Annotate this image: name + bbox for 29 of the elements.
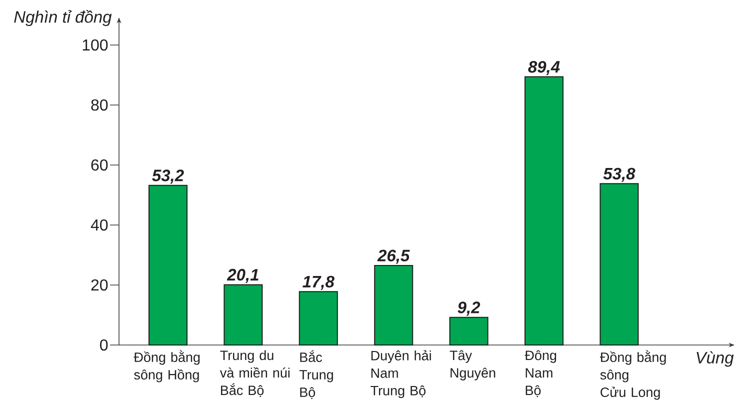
bar bbox=[600, 183, 639, 346]
bar bbox=[148, 184, 188, 346]
x-tick-label: Bắc Trung Bộ bbox=[299, 350, 334, 399]
data-label: 89,4 bbox=[528, 61, 560, 76]
x-tick-label: Trung du và miền núi Bắc Bộ bbox=[220, 350, 290, 398]
x-tick-label: Đồng bằng sông Cửu Long bbox=[600, 350, 666, 400]
bar bbox=[374, 265, 414, 346]
bar bbox=[449, 316, 488, 346]
bar bbox=[524, 76, 564, 346]
data-label: 17,8 bbox=[302, 276, 334, 290]
bar bbox=[298, 291, 338, 346]
data-label: 9,2 bbox=[458, 302, 480, 316]
x-tick-label: Đồng bằng sông Hồng bbox=[134, 350, 200, 382]
data-label: 53,2 bbox=[152, 170, 184, 184]
x-axis-title: Vùng bbox=[696, 351, 734, 367]
y-tick-label: 80 bbox=[91, 99, 108, 111]
y-tick-label: 60 bbox=[91, 159, 108, 171]
y-tick-label: 20 bbox=[91, 279, 108, 291]
y-axis-title: Nghìn tỉ đồng bbox=[14, 10, 112, 26]
data-label: 53,8 bbox=[603, 168, 636, 182]
x-tick-label: Tây Nguyên bbox=[450, 350, 496, 380]
y-tick-label: 0 bbox=[100, 339, 108, 351]
x-tick-label: Đông Nam Bộ bbox=[524, 350, 556, 398]
y-tick-label: 100 bbox=[82, 39, 108, 51]
bar bbox=[224, 284, 263, 346]
y-tick-label: 40 bbox=[90, 219, 108, 231]
data-label: 20,1 bbox=[226, 268, 258, 283]
data-label: 26,5 bbox=[377, 250, 410, 264]
x-tick-label: Duyên hải Nam Trung Bộ bbox=[370, 350, 431, 398]
